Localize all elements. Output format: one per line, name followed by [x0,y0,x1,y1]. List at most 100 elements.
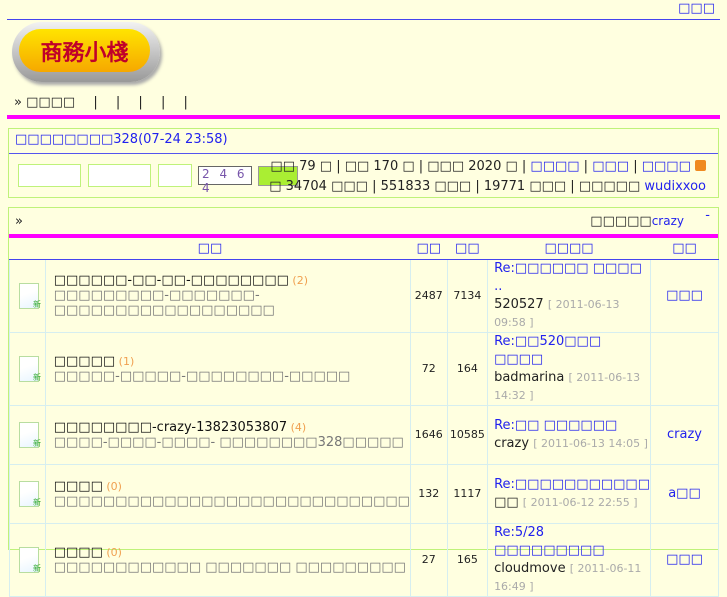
cell-last-post: Re:5/28 □□□□□□□□□ cloudmove [ 2011-06-11 … [487,523,651,597]
last-post-user: crazy [494,435,530,451]
new-post-icon [19,546,41,574]
last-post-user: cloudmove [494,560,566,576]
forum-title-link[interactable]: □□□□□□□□-crazy-13823053807 [53,419,288,435]
forum-panel: » □□□□□crazy - □□ □□ □□ □□□□ □□ □□□□□□-□… [8,207,719,597]
col-topics: □□ [410,238,448,260]
cell-moderator [650,332,719,406]
last-post-date: [ 2011-06-13 14:32 ] [494,370,641,402]
last-post-link[interactable]: Re:□□□□□□□□□□□ [494,476,650,492]
table-row: □□□□ (0)□□□□□□□□□□□□□□□□□□□□□□□□□□□□□ 13… [9,464,719,524]
forum-desc: □□□□□□□□□-□□□□□□□-□□□□□□□□□□□□□□□□□□ [53,288,275,318]
nav-sep: | [160,95,166,110]
cell-moderator: a□□ [650,464,719,524]
cell-icon [9,464,46,524]
collapse-icon[interactable]: - [705,208,710,223]
forum-desc: □□□□□-□□□□□-□□□□□□□□-□□□□□ [53,368,351,384]
table-row: □□□□□□□□-crazy-13823053807 (4)□□□□-□□□□-… [9,405,719,465]
cell-moderator: □□□ [650,523,719,597]
table-row: □□□□□ (1)□□□□□-□□□□□-□□□□□□□□-□□□□□ 72 1… [9,332,719,406]
topics-count: 72 [409,332,448,406]
rss-icon[interactable] [695,160,706,171]
forum-title-link[interactable]: □□□□□ [53,353,116,369]
password-input[interactable] [88,164,151,187]
last-post-link[interactable]: Re:□□ □□□□□□ [494,417,618,433]
stats-text: □ 34704 □□□ | 551833 □□□ | 19771 □□□ | □… [269,179,645,194]
table-row: □□□□□□-□□-□□-□□□□□□□□ (2) □□□□□□□□□-□□□□□… [9,259,719,333]
new-post-icon [19,421,41,449]
cell-last-post: Re:□□□□□□□□□□□ □□ [ 2011-06-12 22:55 ] [487,464,651,524]
nav-sep: | [93,95,98,110]
cell-icon [9,332,46,406]
cell-icon [9,523,46,597]
moderator-link[interactable]: □□□ [666,552,703,567]
forum-desc: □□□□□□□□□□□□ □□□□□□□ □□□□□□□□□ [53,559,406,575]
col-forum: □□ [9,238,411,260]
nav-home[interactable]: » □□□□ [14,95,76,110]
forum-title-link[interactable]: □□□□□□-□□-□□-□□□□□□□□ [53,273,289,288]
cell-icon [9,259,46,333]
posts-count: 164 [446,332,489,406]
today-count: (1) [118,354,135,368]
today-count: (0) [106,545,122,559]
notice-link[interactable]: □□□□□□□□328(07-24 23:58) [15,132,228,147]
forum-title-link[interactable]: □□□□ [53,478,103,494]
divider [9,153,718,154]
nav-bar: » □□□□ | | | | | [14,95,202,110]
topics-count: 27 [409,523,448,597]
sep: | [579,159,593,174]
col-posts: □□ [447,238,488,260]
moderator-link[interactable]: crazy [651,214,684,228]
captcha-image[interactable]: 2 4 6 4 [198,166,252,195]
last-post-link[interactable]: Re:5/28 □□□□□□□□□ [494,524,605,558]
info-panel: □□□□□□□□328(07-24 23:58) 2 4 6 4 □□ 79 □… [8,128,719,198]
col-moderator: □□ [650,238,719,260]
today-count: (2) [292,274,308,287]
last-post-link[interactable]: Re:□□□□□□ □□□□ .. [494,260,642,294]
stats-text: □□ 79 □ | □□ 170 □ | □□□ 2020 □ | [270,159,531,174]
login-button[interactable] [258,166,298,186]
forum-title-link[interactable]: □□□□ [53,544,103,560]
newest-user-link[interactable]: wudixxoo [644,179,706,194]
cell-forum: □□□□ (0) □□□□□□□□□□□□□□□□□□□□□□□□□□□□□ [44,464,411,524]
moderator-link[interactable]: crazy [667,427,702,442]
forum-table: □□ □□ □□ □□□□ □□ □□□□□□-□□-□□-□□□□□□□□ (… [9,238,719,597]
moderator: □□□□□crazy [590,214,684,229]
last-post-user: □□ [494,494,519,510]
posts-count: 165 [446,523,489,597]
last-post-user: badmarina [494,369,565,385]
stats-link[interactable]: □□□□ [530,159,580,174]
topics-count: 132 [409,464,448,524]
divider [7,19,720,20]
nav-sep: | [183,95,188,110]
moderator-label: □□□□□ [590,214,652,229]
cell-moderator: □□□ [650,259,719,333]
last-post-date: [ 2011-06-13 09:58 ] [494,297,620,329]
cell-forum: □□□□ (0) □□□□□□□□□□□□ □□□□□□□ □□□□□□□□□ [44,523,411,597]
captcha-input[interactable] [158,164,192,187]
cell-forum: □□□□□ (1) □□□□□-□□□□□-□□□□□□□□-□□□□□ [44,332,411,406]
topics-count: 2487 [409,259,448,333]
moderator-link[interactable]: a□□ [668,486,701,501]
last-post-link[interactable]: Re:□□520□□□ □□□□ [494,333,602,367]
top-link[interactable]: □□□ [678,1,715,16]
today-count: (0) [106,479,122,493]
forum-header: » [15,214,23,229]
col-last-post: □□□□ [487,238,651,260]
cell-last-post: Re:□□ □□□□□□ crazy [ 2011-06-13 14:05 ] [487,405,651,465]
moderator-link[interactable]: □□□ [666,288,703,303]
posts-count: 1117 [446,464,489,524]
sep: | [629,159,642,174]
stats-link[interactable]: □□□ [592,159,630,174]
new-post-icon [19,480,41,508]
forum-desc: □□□□-□□□□-□□□□- □□□□□□□□328□□□□□ [53,434,404,450]
last-post-date: [ 2011-06-12 22:55 ] [522,495,638,509]
cell-forum: □□□□□□-□□-□□-□□□□□□□□ (2) □□□□□□□□□-□□□□□… [44,259,411,333]
divider [7,115,720,119]
last-post-user: 520527 [494,296,544,312]
cell-last-post: Re:□□□□□□ □□□□ .. 520527 [ 2011-06-13 09:… [487,259,651,333]
logo[interactable]: 商務小棧 [12,22,160,82]
forum-desc: □□□□□□□□□□□□□□□□□□□□□□□□□□□□□ [53,493,410,509]
username-input[interactable] [18,164,81,187]
cell-forum: □□□□□□□□-crazy-13823053807 (4) □□□□-□□□□-… [44,405,411,465]
stats-link[interactable]: □□□□ [641,159,691,174]
